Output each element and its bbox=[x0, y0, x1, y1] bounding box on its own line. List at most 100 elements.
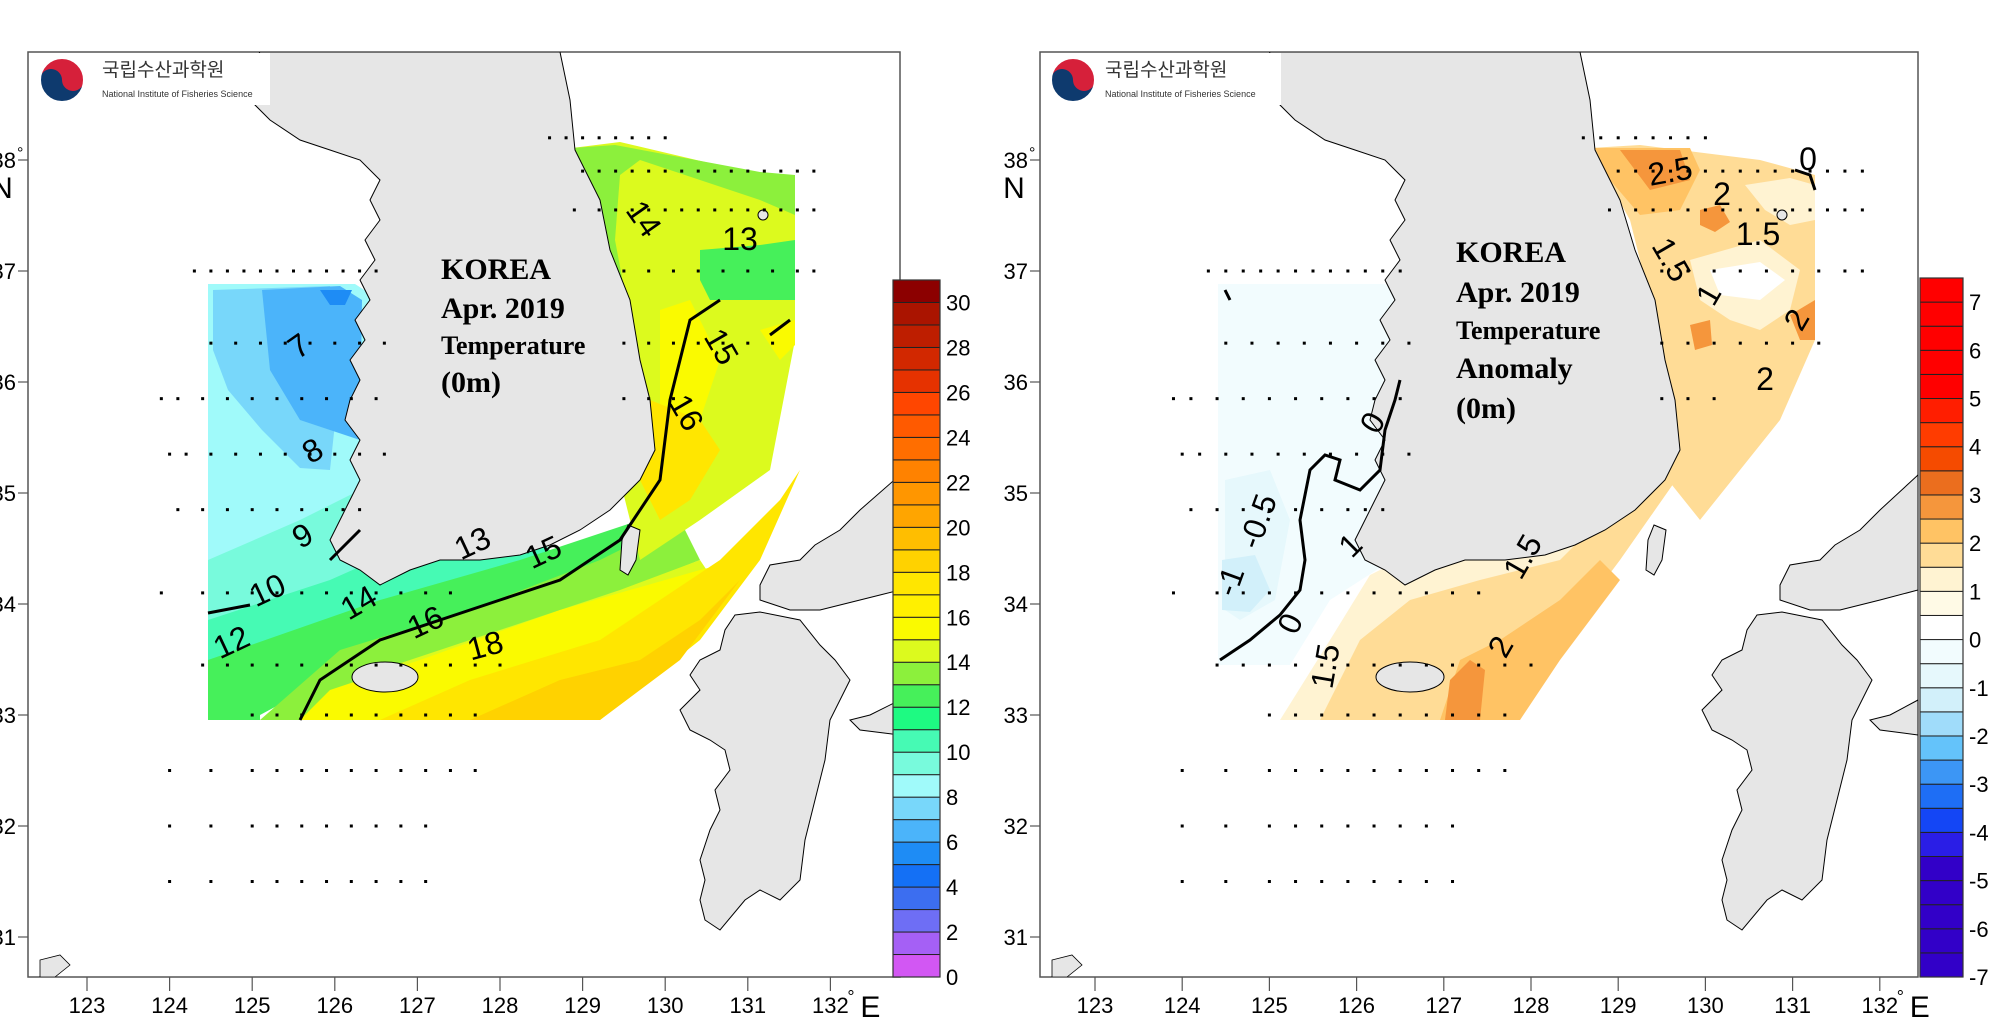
colorbar-tick-label: 8 bbox=[946, 785, 958, 810]
y-tick-label: 34 bbox=[0, 592, 16, 617]
station-dot bbox=[572, 208, 576, 212]
colorbar-swatch bbox=[1919, 566, 1964, 592]
station-dot bbox=[1825, 208, 1829, 212]
station-dot bbox=[746, 208, 750, 212]
station-dot bbox=[1503, 663, 1507, 667]
station-dot bbox=[300, 508, 304, 512]
station-dot bbox=[275, 397, 279, 401]
station-dot bbox=[325, 591, 329, 595]
station-dot bbox=[1180, 824, 1184, 828]
colorbar-tick-label: 14 bbox=[946, 650, 970, 675]
station-dot bbox=[448, 591, 452, 595]
y-tick-label: 38 bbox=[1004, 148, 1028, 173]
colorbar-swatch bbox=[1919, 807, 1964, 833]
station-dot bbox=[1294, 663, 1298, 667]
station-dot bbox=[473, 713, 477, 717]
station-dot bbox=[1224, 452, 1228, 456]
station-dot bbox=[1398, 824, 1402, 828]
station-dot bbox=[1791, 341, 1795, 345]
colorbar-swatch bbox=[1919, 831, 1964, 857]
colorbar-swatch bbox=[1919, 735, 1964, 761]
station-dot bbox=[250, 769, 254, 772]
colorbar-swatch bbox=[892, 324, 941, 348]
station-dot bbox=[1346, 397, 1350, 401]
station-dot bbox=[275, 663, 279, 667]
tsushima-island bbox=[619, 524, 641, 576]
colorbar-swatch bbox=[1919, 759, 1964, 785]
station-dot bbox=[1302, 341, 1306, 345]
station-dot bbox=[349, 591, 353, 595]
y-tick-label: 36 bbox=[0, 370, 16, 395]
x-degree-symbol: ° bbox=[1897, 987, 1904, 1007]
x-tick-label: 125 bbox=[1251, 993, 1288, 1018]
station-dot bbox=[581, 136, 585, 140]
colorbar-swatch bbox=[1919, 349, 1964, 375]
y-tick-label: 35 bbox=[0, 481, 16, 506]
station-dot bbox=[1686, 136, 1690, 140]
station-dot bbox=[1721, 208, 1725, 212]
station-dot bbox=[1860, 269, 1864, 273]
colorbar-swatch bbox=[892, 639, 941, 663]
station-dot bbox=[325, 824, 329, 828]
station-dot bbox=[258, 341, 262, 345]
station-dot bbox=[1825, 169, 1829, 173]
station-dot bbox=[795, 169, 799, 173]
station-dot bbox=[283, 452, 287, 456]
station-dot bbox=[333, 341, 337, 345]
y-tick-label: 33 bbox=[0, 703, 16, 728]
station-dot bbox=[1398, 591, 1402, 595]
x-unit-label: E bbox=[1910, 991, 1930, 1024]
station-dot bbox=[448, 769, 452, 772]
colorbar-swatch bbox=[1919, 373, 1964, 400]
field-east-hot-b bbox=[1690, 320, 1712, 350]
station-dot bbox=[250, 880, 254, 883]
field-band-5-6 bbox=[320, 290, 352, 305]
x-tick-label: 130 bbox=[1687, 993, 1724, 1018]
x-tick-label: 123 bbox=[1077, 993, 1114, 1018]
station-dot bbox=[713, 208, 717, 212]
title-line-2: Apr. 2019 bbox=[1456, 276, 1580, 309]
station-dot bbox=[1180, 880, 1184, 883]
x-degree-symbol: ° bbox=[847, 987, 854, 1007]
contour-thick-left-b bbox=[769, 318, 791, 337]
station-dot bbox=[349, 663, 353, 667]
station-dot bbox=[209, 769, 213, 772]
station-dot bbox=[1241, 663, 1245, 667]
station-dot bbox=[1381, 269, 1385, 273]
station-dot bbox=[1651, 208, 1655, 212]
field-east-ne-1 bbox=[1745, 178, 1815, 225]
colorbar-swatch bbox=[892, 931, 941, 956]
station-dot bbox=[1224, 824, 1228, 828]
station-dot bbox=[1320, 880, 1324, 883]
field-east-15-16b bbox=[760, 320, 795, 360]
title-line-1: KOREA bbox=[441, 253, 551, 286]
station-dot bbox=[1529, 663, 1533, 667]
station-dot bbox=[1599, 136, 1603, 140]
station-dot bbox=[1294, 591, 1298, 595]
colorbar-tick-label: 24 bbox=[946, 425, 970, 450]
colorbar-swatch bbox=[892, 526, 941, 551]
station-dot bbox=[325, 769, 329, 772]
station-dot bbox=[1328, 452, 1332, 456]
station-dot bbox=[1738, 208, 1742, 212]
institute-name-ko: 국립수산과학원 bbox=[102, 59, 224, 81]
station-dot bbox=[1198, 452, 1202, 456]
station-dot bbox=[564, 136, 568, 140]
station-dot bbox=[1651, 136, 1655, 140]
station-dot bbox=[1791, 208, 1795, 212]
station-dot bbox=[812, 269, 816, 273]
station-dot bbox=[1267, 591, 1271, 595]
station-dot bbox=[1764, 341, 1768, 345]
station-dot bbox=[1250, 341, 1254, 345]
station-dot bbox=[1451, 663, 1455, 667]
jeju-island bbox=[1375, 661, 1445, 693]
station-dot bbox=[696, 169, 700, 173]
station-dot bbox=[308, 341, 312, 345]
colorbar-swatch bbox=[892, 549, 941, 573]
station-dot bbox=[234, 452, 238, 456]
station-dot bbox=[1224, 880, 1228, 883]
station-dot bbox=[209, 269, 213, 273]
station-dot bbox=[374, 824, 378, 828]
